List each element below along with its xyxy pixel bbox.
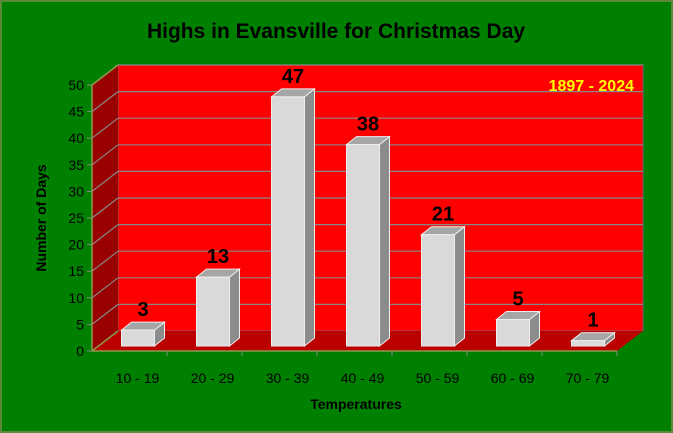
y-axis-label: Number of Days — [33, 164, 49, 272]
x-axis-label: Temperatures — [310, 396, 402, 412]
side-gridline — [91, 197, 119, 219]
y-tick-label: 20 — [68, 237, 84, 253]
side-gridline — [91, 277, 119, 299]
side-gridline — [91, 303, 119, 325]
data-label: 38 — [357, 114, 379, 136]
y-tick-label: 15 — [68, 263, 84, 279]
year-range-annotation: 1897 - 2024 — [549, 78, 635, 95]
bar — [421, 234, 455, 347]
side-gridline — [91, 250, 119, 272]
data-label: 3 — [137, 299, 148, 321]
side-gridline — [91, 117, 119, 139]
side-gridline — [91, 91, 119, 113]
side-gridline — [91, 224, 119, 246]
y-tick-label: 0 — [76, 343, 84, 359]
y-tick-label: 5 — [76, 316, 84, 332]
bar — [346, 144, 380, 347]
x-tick-label: 60 - 69 — [491, 370, 535, 386]
y-tick-label: 30 — [68, 183, 84, 199]
chart-title: Highs in Evansville for Christmas Day — [147, 20, 525, 43]
bar-side — [304, 87, 315, 348]
bar — [571, 340, 605, 347]
x-tick-label: 10 - 19 — [116, 370, 160, 386]
y-tick-label: 50 — [68, 77, 84, 93]
data-label: 5 — [512, 289, 523, 311]
y-tick-label: 45 — [68, 104, 84, 120]
floor-edge — [91, 330, 119, 352]
data-label: 47 — [282, 66, 304, 88]
y-tick-label: 35 — [68, 157, 84, 173]
y-tick-label: 40 — [68, 130, 84, 146]
side-gridline — [91, 170, 119, 192]
bar — [121, 329, 155, 347]
x-tick-label: 70 - 79 — [566, 370, 610, 386]
bar-side — [454, 225, 465, 348]
x-tick-label: 30 - 39 — [266, 370, 310, 386]
bar — [271, 96, 305, 347]
bar-side — [379, 135, 390, 348]
bar-side — [229, 268, 240, 348]
side-gridline — [91, 144, 119, 166]
data-label: 1 — [587, 310, 598, 332]
bar — [496, 319, 530, 347]
y-tick-label: 25 — [68, 210, 84, 226]
top-edge — [91, 64, 119, 86]
bar — [196, 276, 230, 347]
x-tick-label: 40 - 49 — [341, 370, 385, 386]
data-label: 13 — [207, 246, 229, 268]
y-tick-label: 10 — [68, 290, 84, 306]
x-tick-label: 20 - 29 — [191, 370, 235, 386]
data-label: 21 — [432, 204, 454, 226]
x-tick-label: 50 - 59 — [416, 370, 460, 386]
